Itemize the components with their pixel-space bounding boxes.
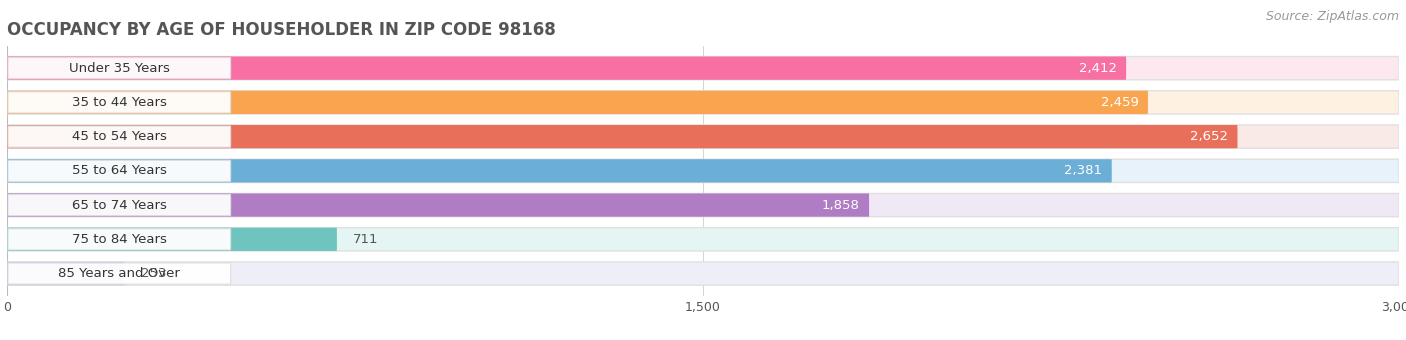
Text: 45 to 54 Years: 45 to 54 Years [72, 130, 167, 143]
Text: Under 35 Years: Under 35 Years [69, 62, 170, 75]
Text: 2,459: 2,459 [1101, 96, 1139, 109]
Text: 2,412: 2,412 [1078, 62, 1116, 75]
Text: 2,652: 2,652 [1191, 130, 1229, 143]
FancyBboxPatch shape [7, 193, 869, 217]
FancyBboxPatch shape [7, 159, 1399, 183]
FancyBboxPatch shape [8, 92, 231, 113]
Text: OCCUPANCY BY AGE OF HOUSEHOLDER IN ZIP CODE 98168: OCCUPANCY BY AGE OF HOUSEHOLDER IN ZIP C… [7, 21, 555, 39]
FancyBboxPatch shape [7, 228, 1399, 251]
FancyBboxPatch shape [7, 56, 1399, 80]
Text: 2,381: 2,381 [1064, 164, 1102, 177]
FancyBboxPatch shape [8, 126, 231, 147]
FancyBboxPatch shape [8, 263, 231, 284]
Text: 85 Years and Over: 85 Years and Over [59, 267, 180, 280]
FancyBboxPatch shape [8, 229, 231, 250]
FancyBboxPatch shape [8, 57, 231, 79]
FancyBboxPatch shape [8, 194, 231, 216]
Text: 65 to 74 Years: 65 to 74 Years [72, 199, 167, 211]
Text: 35 to 44 Years: 35 to 44 Years [72, 96, 167, 109]
FancyBboxPatch shape [7, 228, 337, 251]
FancyBboxPatch shape [8, 160, 231, 182]
FancyBboxPatch shape [7, 193, 1399, 217]
Text: Source: ZipAtlas.com: Source: ZipAtlas.com [1265, 10, 1399, 23]
Text: 711: 711 [353, 233, 378, 246]
Text: 75 to 84 Years: 75 to 84 Years [72, 233, 167, 246]
Text: 1,858: 1,858 [823, 199, 860, 211]
FancyBboxPatch shape [7, 262, 1399, 285]
FancyBboxPatch shape [7, 91, 1147, 114]
FancyBboxPatch shape [7, 91, 1399, 114]
Text: 253: 253 [141, 267, 166, 280]
FancyBboxPatch shape [7, 159, 1112, 183]
FancyBboxPatch shape [7, 125, 1237, 148]
FancyBboxPatch shape [7, 125, 1399, 148]
FancyBboxPatch shape [7, 262, 124, 285]
FancyBboxPatch shape [7, 56, 1126, 80]
Text: 55 to 64 Years: 55 to 64 Years [72, 164, 167, 177]
